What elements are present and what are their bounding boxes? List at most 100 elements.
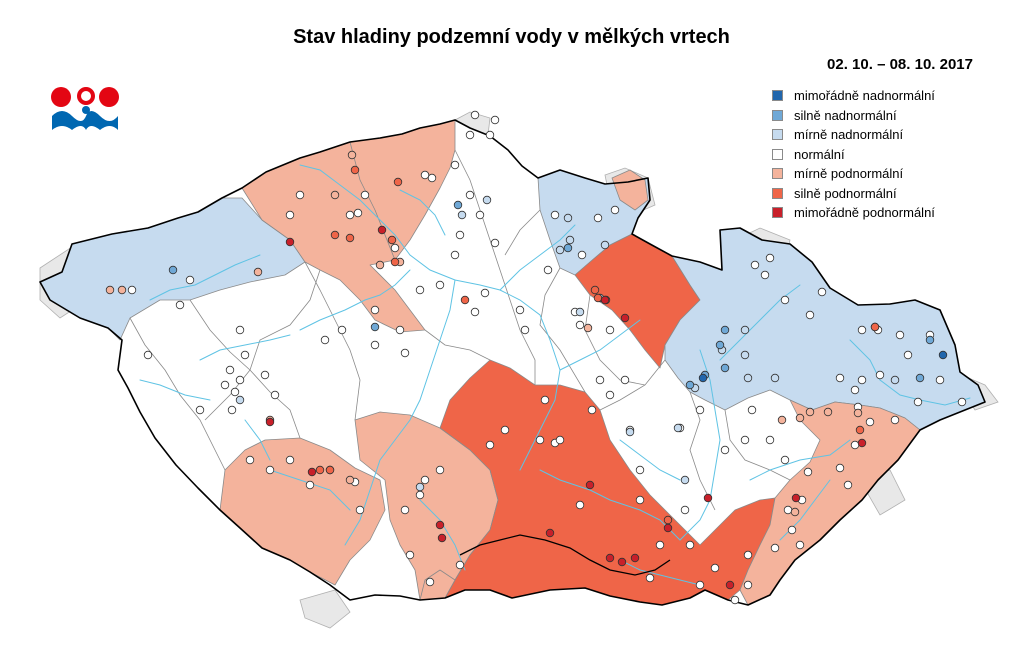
legend: mimořádně nadnormální silně nadnormální mí… (772, 86, 935, 223)
well-marker (265, 465, 275, 475)
well-marker (695, 580, 705, 590)
well-marker (375, 260, 385, 270)
well-marker (330, 190, 340, 200)
well-marker (617, 557, 627, 567)
well-marker (857, 375, 867, 385)
map-title: Stav hladiny podzemní vody v mělkých vrt… (293, 26, 730, 48)
well-marker (325, 465, 335, 475)
well-marker (803, 467, 813, 477)
rivers (139, 164, 971, 586)
well-marker (625, 427, 635, 437)
legend-label: normální (794, 146, 845, 162)
well-marker (475, 210, 485, 220)
well-marker (740, 325, 750, 335)
well-marker (415, 482, 425, 492)
well-marker (543, 265, 553, 275)
well-marker (685, 380, 695, 390)
well-marker (575, 500, 585, 510)
well-marker (345, 475, 355, 485)
well-marker (345, 233, 355, 243)
well-marker (605, 325, 615, 335)
well-marker (720, 363, 730, 373)
well-marker (485, 440, 495, 450)
well-marker (777, 415, 787, 425)
well-marker (805, 310, 815, 320)
well-marker (743, 580, 753, 590)
well-marker (680, 475, 690, 485)
well-marker (550, 438, 560, 448)
well-marker (500, 425, 510, 435)
well-marker (455, 230, 465, 240)
well-marker (645, 573, 655, 583)
well-marker (765, 253, 775, 263)
well-marker (377, 225, 387, 235)
well-marker (437, 533, 447, 543)
well-marker (420, 475, 430, 485)
well-marker (420, 170, 430, 180)
well-marker (850, 440, 860, 450)
well-marker (743, 373, 753, 383)
well-marker (797, 495, 807, 505)
well-marker (427, 173, 437, 183)
legend-item: mírně podnormální (772, 164, 935, 184)
well-marker (460, 295, 470, 305)
well-marker (740, 350, 750, 360)
well-marker (795, 540, 805, 550)
legend-swatch (772, 90, 783, 102)
well-marker (750, 260, 760, 270)
well-marker (470, 110, 480, 120)
well-marker (390, 243, 400, 253)
well-marker (395, 257, 405, 267)
well-marker (490, 115, 500, 125)
well-marker (870, 322, 880, 332)
well-marker (720, 325, 730, 335)
well-marker (783, 505, 793, 515)
well-marker (453, 200, 463, 210)
well-marker (780, 295, 790, 305)
well-marker (600, 240, 610, 250)
legend-swatch (772, 109, 783, 121)
well-marker (395, 325, 405, 335)
well-marker (850, 385, 860, 395)
well-marker (740, 435, 750, 445)
well-marker (795, 413, 805, 423)
well-marker (595, 293, 605, 303)
well-marker (470, 307, 480, 317)
well-marker (565, 235, 575, 245)
well-marker (400, 505, 410, 515)
well-marker (938, 350, 948, 360)
well-marker (895, 330, 905, 340)
well-marker (425, 577, 435, 587)
well-marker (350, 165, 360, 175)
well-marker (482, 195, 492, 205)
well-marker (117, 285, 127, 295)
well-marker (817, 287, 827, 297)
well-marker (770, 543, 780, 553)
well-marker (853, 408, 863, 418)
well-marker (787, 525, 797, 535)
well-marker (330, 230, 340, 240)
well-marker (245, 455, 255, 465)
well-marker (680, 505, 690, 515)
well-marker (853, 402, 863, 412)
well-marker (935, 375, 945, 385)
well-marker (240, 350, 250, 360)
well-marker (435, 465, 445, 475)
well-marker (835, 463, 845, 473)
well-marker (393, 177, 403, 187)
well-marker (590, 285, 600, 295)
well-marker (485, 130, 495, 140)
well-marker (285, 455, 295, 465)
well-marker (347, 150, 357, 160)
well-marker (435, 280, 445, 290)
well-marker (143, 350, 153, 360)
well-marker (635, 495, 645, 505)
chmi-logo-icon (51, 87, 119, 130)
well-marker (540, 395, 550, 405)
well-marker (857, 325, 867, 335)
well-marker (405, 550, 415, 560)
legend-swatch (772, 129, 783, 141)
well-marker (515, 305, 525, 315)
well-marker (285, 237, 295, 247)
well-marker (890, 415, 900, 425)
